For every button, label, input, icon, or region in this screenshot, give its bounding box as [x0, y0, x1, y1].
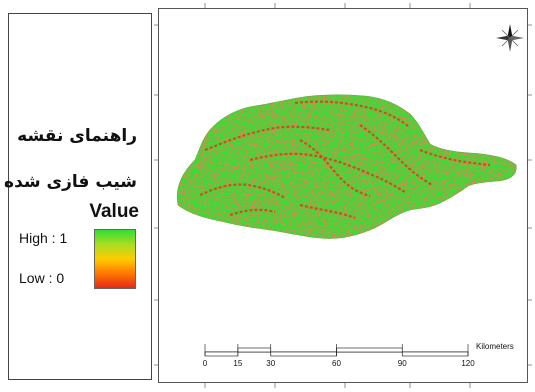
- slope-ridge-lines: [199, 100, 491, 220]
- scale-bar-label: 30: [266, 359, 275, 368]
- ridge-line: [359, 124, 433, 186]
- slope-hotspots: [177, 94, 517, 239]
- scale-bar-label: 120: [461, 359, 475, 368]
- scale-bar-segment: [204, 351, 239, 357]
- ridge-line: [419, 148, 491, 167]
- scale-bar-segment: [270, 351, 337, 357]
- scale-bar-segment: [336, 347, 403, 353]
- scale-bar-label: 90: [398, 359, 407, 368]
- ridge-line: [299, 203, 356, 220]
- scale-bar-segment: [237, 347, 272, 353]
- ridge-line: [294, 100, 409, 127]
- scale-bar-segment: [401, 351, 469, 357]
- compass-rose-icon: [496, 24, 524, 52]
- legend-title-line2: شیب فازی شده: [4, 172, 137, 192]
- map-frame-ticks: [154, 3, 532, 388]
- scale-bar-label: 60: [332, 359, 341, 368]
- scale-bar-label: 15: [233, 359, 242, 368]
- legend-color-ramp: [94, 229, 136, 289]
- ridge-line: [204, 125, 331, 152]
- ridge-line: [249, 152, 406, 193]
- legend-low-label: Low : 0: [19, 270, 65, 286]
- legend-panel: راهنمای نقشه شیب فازی شده Value High : 1…: [4, 13, 152, 380]
- scale-bar-label: 0: [203, 359, 208, 368]
- ridge-line: [229, 208, 276, 217]
- legend-high-label: High : 1: [19, 230, 68, 246]
- scale-bar-units: Kilometers: [476, 342, 514, 351]
- ridge-line: [299, 139, 371, 198]
- legend-title-line1: راهنمای نقشه: [17, 126, 137, 146]
- legend-value-heading: Value: [89, 201, 139, 222]
